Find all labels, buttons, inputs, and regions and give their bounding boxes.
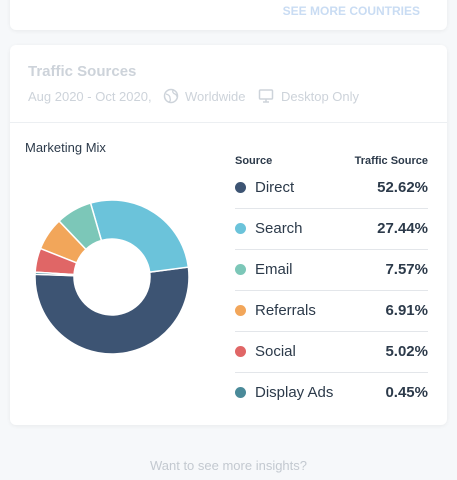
source-name: Search	[255, 220, 303, 237]
divider	[10, 122, 447, 123]
footer-link[interactable]: Want to see more insights?	[149, 458, 308, 473]
legend-header: Traffic Source	[354, 155, 428, 167]
row-separator	[235, 290, 428, 291]
legend-dot	[235, 264, 246, 275]
source-name: Display Ads	[255, 384, 334, 401]
source-name: Social	[255, 343, 296, 360]
countries-card: SEE MORE COUNTRIES	[10, 0, 447, 30]
legend-row: Search 27.44%	[235, 209, 428, 250]
donut-slice	[34, 266, 190, 355]
source-share: 27.44%	[377, 220, 428, 237]
source-name: Direct	[255, 179, 295, 196]
device: Desktop Only	[281, 89, 360, 104]
see-more-link[interactable]: SEE MORE COUNTRIES	[282, 4, 420, 18]
row-separator	[235, 208, 428, 209]
source-name: Email	[255, 261, 293, 278]
source-share: 0.45%	[385, 384, 428, 401]
row-separator	[235, 372, 428, 373]
legend-header: Source	[235, 155, 273, 167]
legend-dot	[235, 346, 246, 357]
source-share: 6.91%	[385, 302, 428, 319]
desktop-icon	[258, 89, 274, 103]
legend-dot	[235, 305, 246, 316]
source-name: Referrals	[255, 302, 316, 319]
source-share: 5.02%	[385, 343, 428, 360]
date-range: Aug 2020 - Oct 2020,	[28, 89, 152, 104]
legend-row: Social 5.02%	[235, 332, 428, 373]
row-separator	[235, 249, 428, 250]
legend-row: Referrals 6.91%	[235, 291, 428, 332]
region: Worldwide	[185, 89, 246, 104]
globe-icon	[163, 88, 179, 104]
chart-title: Marketing Mix	[25, 140, 106, 155]
donut-chart	[34, 199, 190, 355]
legend-dot	[235, 223, 246, 234]
source-share: 7.57%	[385, 261, 428, 278]
legend-dot	[235, 387, 246, 398]
source-share: 52.62%	[377, 179, 428, 196]
legend-row: Email 7.57%	[235, 250, 428, 291]
legend-row: Display Ads 0.45%	[235, 373, 428, 414]
row-separator	[235, 331, 428, 332]
donut-slice	[34, 271, 75, 277]
card-title: Traffic Sources	[28, 63, 137, 80]
donut-slice	[89, 199, 190, 273]
legend-dot	[235, 182, 246, 193]
legend-row: Direct 52.62%	[235, 168, 428, 209]
